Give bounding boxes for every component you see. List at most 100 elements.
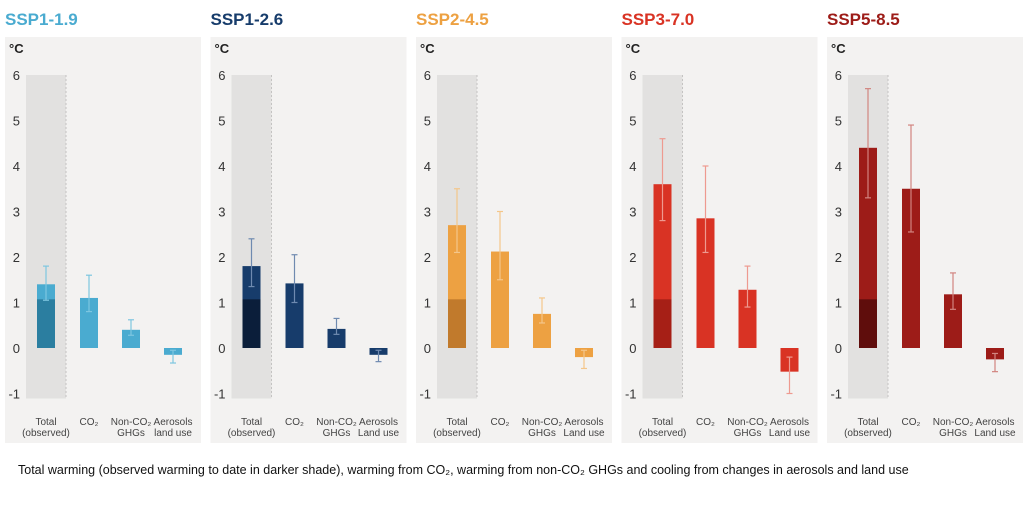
category-label: (observed) [433, 428, 481, 439]
category-label: GHGs [734, 428, 762, 439]
category-label: land use [154, 428, 192, 439]
y-tick-label: 6 [13, 68, 20, 83]
chart-title: SSP5-8.5 [827, 10, 900, 29]
y-tick-label: 5 [13, 114, 20, 129]
y-tick-label: 0 [218, 341, 225, 356]
bar [738, 289, 757, 348]
category-label: Aerosols [770, 417, 809, 428]
y-tick-label: 5 [424, 114, 431, 129]
category-label: Non-CO₂ [727, 417, 768, 428]
bar [902, 188, 920, 348]
category-label: Non-CO₂ [316, 417, 357, 428]
y-tick-label: 1 [424, 296, 431, 311]
y-tick-label: 6 [835, 68, 842, 83]
chart-panel-1: SSP1-1.9 °C 6 5 4 3 2 1 0 -1 Total(observed) CO₂ Non… [5, 10, 201, 443]
y-tick-label: 1 [218, 296, 225, 311]
category-label: GHGs [117, 428, 145, 439]
y-tick-label: -1 [214, 387, 226, 402]
y-tick-label: 0 [13, 341, 20, 356]
category-label: Total [652, 417, 673, 428]
y-tick-label: 1 [13, 296, 20, 311]
y-tick-label: 0 [424, 341, 431, 356]
chart-panel-5: SSP5-8.5 °C 6 5 4 3 2 1 0 -1 Total(observed) CO₂ Non… [827, 10, 1023, 443]
y-tick-label: 5 [629, 114, 636, 129]
category-label: CO₂ [902, 417, 921, 428]
figure-caption: Total warming (observed warming to date … [18, 463, 909, 477]
y-tick-label: 4 [835, 159, 842, 174]
category-label: Total [857, 417, 878, 428]
bar [491, 251, 509, 348]
category-label: Non-CO₂ [111, 417, 152, 428]
y-tick-label: 6 [629, 68, 636, 83]
category-label: (observed) [228, 428, 276, 439]
category-label: Land use [974, 428, 1016, 439]
y-tick-label: 2 [835, 250, 842, 265]
chart-title: SSP2-4.5 [416, 10, 489, 29]
bar [533, 313, 551, 348]
category-label: Land use [563, 428, 605, 439]
y-tick-label: 2 [218, 250, 225, 265]
climate-warming-charts: SSP1-1.9 °C 6 5 4 3 2 1 0 -1 Total (observed) CO₂ Non… [5, 10, 1023, 443]
y-tick-label: 5 [218, 114, 225, 129]
observed-shade-region [231, 75, 272, 399]
y-tick-label: 2 [13, 250, 20, 265]
category-label: GHGs [939, 428, 967, 439]
category-label: Total [35, 417, 56, 428]
y-tick-label: 4 [218, 159, 225, 174]
category-label: Total [446, 417, 467, 428]
y-tick-label: 6 [424, 68, 431, 83]
observed-bar [242, 299, 261, 348]
bar [327, 328, 346, 348]
chart-panel-2: SSP1-2.6 °C 6 5 4 3 2 1 0 -1 Total(observed) CO₂ Non… [210, 10, 407, 443]
bar [944, 294, 962, 348]
category-label: Total [241, 417, 262, 428]
y-tick-label: 6 [218, 68, 225, 83]
category-label: CO₂ [696, 417, 715, 428]
chart-title: SSP1-2.6 [211, 10, 284, 29]
y-tick-label: 0 [835, 341, 842, 356]
category-label: Non-CO₂ [933, 417, 974, 428]
bar [80, 297, 98, 348]
y-tick-label: 2 [629, 250, 636, 265]
category-label: GHGs [323, 428, 351, 439]
y-tick-label: 4 [13, 159, 20, 174]
y-axis-unit-label: °C [215, 41, 230, 56]
observed-bar [37, 299, 55, 348]
category-label: Aerosols [976, 417, 1015, 428]
y-tick-label: -1 [625, 387, 637, 402]
y-axis-unit-label: °C [831, 41, 846, 56]
category-label: Aerosols [565, 417, 604, 428]
y-tick-label: 3 [629, 205, 636, 220]
y-axis-unit-label: °C [9, 41, 24, 56]
y-tick-label: 1 [629, 296, 636, 311]
category-label: Land use [769, 428, 811, 439]
category-label: CO₂ [80, 417, 99, 428]
y-tick-label: -1 [419, 387, 431, 402]
observed-bar [653, 299, 672, 348]
y-tick-label: 3 [835, 205, 842, 220]
y-axis-unit-label: °C [626, 41, 641, 56]
chart-title: SSP3-7.0 [622, 10, 695, 29]
category-label: GHGs [528, 428, 556, 439]
category-label: CO₂ [491, 417, 510, 428]
observed-bar [859, 299, 877, 348]
category-label: Non-CO₂ [522, 417, 563, 428]
observed-shade-region [26, 75, 66, 399]
bar [122, 329, 140, 348]
y-tick-label: 0 [629, 341, 636, 356]
category-label: CO₂ [285, 417, 304, 428]
category-label: (observed) [22, 428, 70, 439]
category-label: Land use [358, 428, 400, 439]
category-label: Aerosols [154, 417, 193, 428]
chart-title: SSP1-1.9 [5, 10, 78, 29]
y-tick-label: 3 [13, 205, 20, 220]
y-tick-label: 4 [424, 159, 431, 174]
y-tick-label: 3 [424, 205, 431, 220]
category-label: (observed) [844, 428, 892, 439]
chart-panel-4: SSP3-7.0 °C 6 5 4 3 2 1 0 -1 Total(observed) CO₂ Non… [621, 10, 818, 443]
y-tick-label: 4 [629, 159, 636, 174]
y-axis-unit-label: °C [420, 41, 435, 56]
category-label: (observed) [639, 428, 687, 439]
y-tick-label: 2 [424, 250, 431, 265]
